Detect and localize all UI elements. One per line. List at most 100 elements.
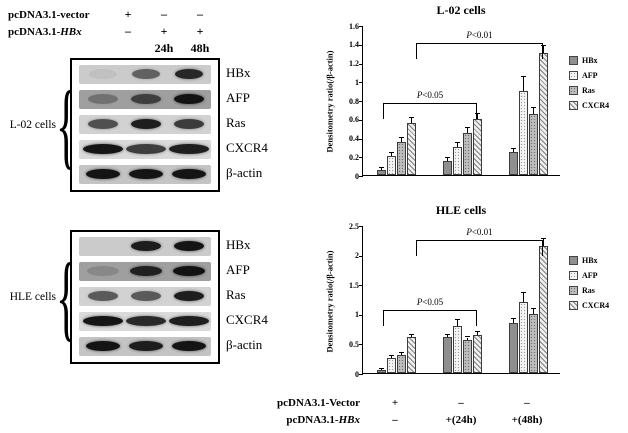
bar-ras	[528, 313, 538, 373]
error-bar	[512, 319, 514, 323]
bar-chart-l02: L-02 cells Densitometry ratio(/β-actin) …	[318, 0, 628, 200]
bar-cxcr4	[472, 118, 482, 175]
protein-label: AFP	[226, 90, 250, 105]
error-bar	[446, 158, 448, 161]
western-blot-panel-l02: L-02 cells { HBx AFP Ras CXCR4 β-actin	[4, 58, 316, 194]
band-strip	[79, 337, 211, 356]
error-bar-cap	[378, 167, 384, 169]
protein-label: Ras	[226, 115, 246, 130]
western-blot-panel-hle: HLE cells { HBx AFP Ras CXCR4 β-actin	[4, 230, 316, 366]
error-bar	[466, 337, 468, 341]
error-bar	[476, 114, 478, 119]
bracket-drop-left	[383, 311, 384, 327]
bar-afp	[386, 358, 396, 373]
hbx-swatch	[569, 256, 578, 265]
protein-band	[86, 169, 121, 179]
y-tick-mark	[359, 82, 363, 84]
xaxis-condition-label: pcDNA3.1-Vector	[277, 397, 360, 409]
xaxis-sign: –	[392, 414, 398, 426]
error-bar-cap	[454, 142, 460, 144]
bar-cxcr4	[538, 245, 548, 373]
ras-swatch	[569, 286, 578, 295]
lane-sign: –	[197, 7, 203, 21]
bracket-drop-right	[542, 43, 543, 59]
error-bar-cap	[408, 116, 414, 118]
protein-label: HBx	[226, 65, 251, 80]
protein-label: Ras	[226, 287, 246, 302]
legend-label: CXCR4	[582, 101, 610, 110]
error-bar-cap	[444, 333, 450, 335]
cxcr4-swatch	[569, 301, 578, 310]
error-bar	[522, 293, 524, 302]
protein-label: β-actin	[226, 165, 263, 180]
bar-cxcr4	[406, 337, 416, 373]
protein-band	[88, 94, 119, 104]
y-tick-label: 1.2	[349, 59, 359, 68]
cxcr4-swatch	[569, 101, 578, 110]
error-bar-cap	[530, 308, 536, 310]
legend-label: HBx	[582, 56, 598, 65]
bracket-drop-right	[542, 240, 543, 256]
xaxis-sign: +	[391, 397, 399, 409]
p-value-label: P<0.01	[466, 226, 493, 237]
y-tick-mark	[359, 176, 363, 177]
protein-band	[88, 119, 119, 129]
blot-image	[70, 58, 220, 192]
error-bar-cap	[388, 354, 394, 356]
error-bar	[532, 309, 534, 314]
protein-band	[126, 316, 166, 326]
y-tick-label: 1	[355, 310, 359, 320]
error-bar-cap	[540, 237, 546, 239]
bar-ras	[462, 132, 472, 175]
condition-label-text: pcDNA3.1-vector	[8, 8, 90, 21]
error-bar-cap	[398, 351, 404, 353]
y-tick-mark	[359, 314, 363, 316]
error-bar-cap	[510, 147, 516, 149]
condition-row-2: 24h 48h	[8, 40, 218, 57]
lane-sign: –	[161, 7, 167, 21]
y-tick-label: 0.6	[349, 115, 359, 125]
bar-afp	[452, 146, 462, 175]
error-bar-cap	[454, 318, 460, 320]
protein-band	[129, 341, 163, 351]
error-bar-cap	[520, 75, 526, 77]
protein-label: CXCR4	[226, 140, 268, 155]
protein-band	[173, 119, 204, 129]
plot-area: 0 0.5 1 1.5 2 2.5 P<0.05 P<0.01	[349, 222, 560, 379]
p-value-label: P<0.05	[416, 297, 444, 308]
bar-ras	[396, 355, 406, 373]
y-tick-mark	[359, 101, 363, 102]
error-bar	[380, 168, 382, 171]
lane-sign: +	[124, 7, 132, 21]
legend-item-ras: Ras	[569, 86, 627, 95]
hbx-swatch	[569, 56, 578, 65]
condition-label-italic: HBx	[60, 25, 82, 38]
protein-band	[171, 169, 206, 179]
band-strip	[79, 262, 211, 281]
band-strip	[79, 312, 211, 331]
legend-item-ras: Ras	[569, 286, 627, 295]
xaxis-sign: –	[458, 397, 464, 409]
error-bar	[456, 143, 458, 147]
transfection-condition-header: pcDNA3.1-vector + – – pcDNA3.1-HBx – + +24h 48h	[8, 6, 218, 57]
legend: HBx AFP Ras CXCR4	[569, 56, 627, 116]
error-bar	[476, 331, 478, 335]
error-bar	[410, 117, 412, 124]
blot-image	[70, 230, 220, 364]
band-strip	[79, 65, 211, 84]
bar-ras	[462, 340, 472, 373]
xaxis-sign: +(24h)	[445, 414, 477, 426]
y-tick-label: 0.8	[349, 96, 359, 106]
bar-hbx	[442, 337, 452, 373]
significance-bracket	[416, 42, 543, 59]
lane-sign: 48h	[190, 41, 210, 55]
error-bar	[522, 76, 524, 91]
condition-row-0: pcDNA3.1-vector + – –	[8, 6, 218, 23]
legend-item-afp: AFP	[569, 71, 627, 80]
protein-band	[131, 241, 161, 251]
significance-bracket	[416, 239, 543, 256]
error-bar	[512, 148, 514, 152]
y-tick-label: 1.4	[349, 40, 359, 50]
bracket-drop-right	[476, 103, 477, 119]
